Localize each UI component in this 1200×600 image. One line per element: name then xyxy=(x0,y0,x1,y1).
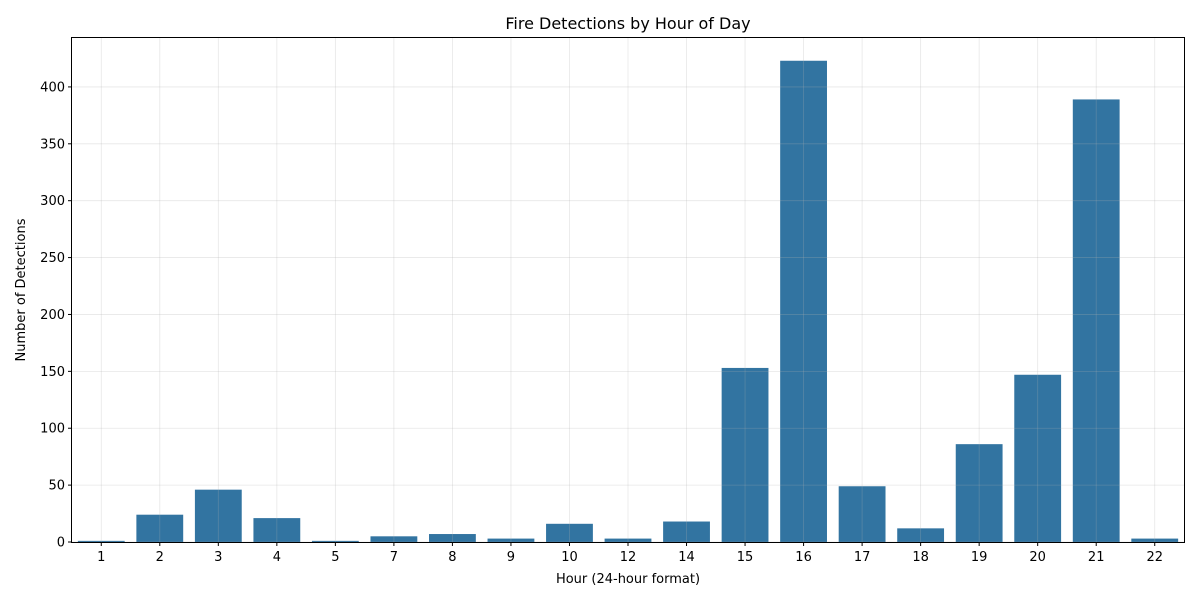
y-tick-label: 50 xyxy=(48,479,65,494)
bar-hour-2 xyxy=(136,514,184,542)
x-axis-ticks: 1 2 3 4 5 7 8 9 10 12 14 15 16 17 18 19 20 21 22 xyxy=(97,542,1163,565)
bar-hour-14 xyxy=(663,521,710,542)
bar-layer xyxy=(77,60,1179,542)
x-tick-label: 12 xyxy=(620,550,637,565)
y-tick-label: 300 xyxy=(40,194,65,209)
bar-hour-17 xyxy=(838,486,886,542)
x-tick-label: 2 xyxy=(156,550,164,565)
bar-hour-18 xyxy=(897,528,945,542)
x-tick-label: 18 xyxy=(912,550,929,565)
x-tick-label: 9 xyxy=(507,550,515,565)
bar-hour-15 xyxy=(721,367,769,542)
x-tick-label: 22 xyxy=(1146,550,1163,565)
bar-hour-22 xyxy=(1131,538,1179,542)
y-tick-label: 100 xyxy=(40,422,65,437)
bar-hour-9 xyxy=(487,538,535,542)
x-tick-label: 14 xyxy=(678,550,695,565)
x-tick-label: 17 xyxy=(854,550,871,565)
bar-hour-3 xyxy=(194,489,242,542)
x-tick-label: 5 xyxy=(331,550,339,565)
bar-hour-12 xyxy=(604,538,652,542)
x-tick-label: 3 xyxy=(214,550,222,565)
x-tick-label: 4 xyxy=(273,550,281,565)
x-tick-label: 1 xyxy=(97,550,105,565)
x-tick-label: 16 xyxy=(795,550,812,565)
bar-hour-19 xyxy=(955,444,1003,542)
y-tick-label: 250 xyxy=(40,251,65,266)
y-tick-label: 150 xyxy=(40,365,65,380)
bar-hour-4 xyxy=(253,518,301,542)
bar-hour-16 xyxy=(780,60,827,542)
bar-hour-5 xyxy=(311,540,359,542)
x-tick-label: 8 xyxy=(448,550,456,565)
bar-hour-7 xyxy=(370,536,418,542)
bar-hour-1 xyxy=(77,540,125,542)
y-tick-label: 200 xyxy=(40,308,65,323)
x-tick-label: 19 xyxy=(971,550,988,565)
y-axis-ticks: 0 50 100 150 200 250 300 350 400 xyxy=(40,80,72,551)
y-tick-label: 350 xyxy=(40,137,65,152)
bar-hour-20 xyxy=(1014,374,1062,542)
x-axis-label: Hour (24-hour format) xyxy=(556,572,700,587)
bar-hour-10 xyxy=(546,523,593,542)
bar-hour-21 xyxy=(1072,99,1120,542)
x-tick-label: 7 xyxy=(390,550,398,565)
y-axis-label: Number of Detections xyxy=(14,218,29,361)
y-tick-label: 400 xyxy=(40,80,65,95)
x-tick-label: 10 xyxy=(561,550,578,565)
y-tick-label: 0 xyxy=(57,536,65,551)
chart-title: Fire Detections by Hour of Day xyxy=(505,14,750,33)
bar-hour-8 xyxy=(429,534,476,542)
x-tick-label: 20 xyxy=(1029,550,1046,565)
x-tick-label: 21 xyxy=(1088,550,1105,565)
x-tick-label: 15 xyxy=(737,550,754,565)
grid-layer xyxy=(72,38,1184,543)
